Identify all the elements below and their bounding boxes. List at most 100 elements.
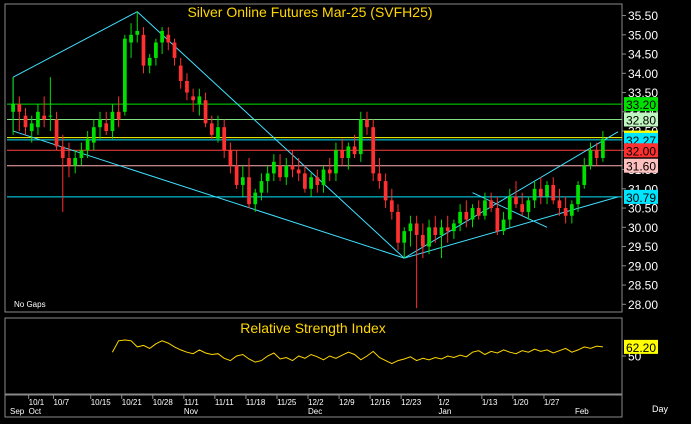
candle-body — [433, 227, 438, 235]
candle-body — [29, 123, 34, 132]
x-tick-label: 12/9 — [339, 398, 355, 407]
price-level-label: 30.79 — [626, 191, 656, 205]
no-gaps-note: No Gaps — [14, 300, 46, 309]
candle-body — [110, 111, 115, 132]
candle-body — [476, 208, 481, 216]
candle-body — [538, 188, 543, 197]
x-tick-label: 1/20 — [513, 398, 529, 407]
candle-body — [545, 184, 549, 197]
candle-body — [520, 204, 525, 212]
candle-body — [569, 204, 574, 216]
candle-body — [172, 42, 177, 58]
candle-body — [141, 34, 146, 66]
candle-body — [414, 223, 419, 235]
candle-body — [321, 169, 326, 185]
x-tick-month-label: Oct — [29, 407, 42, 416]
candle-body — [563, 208, 568, 216]
candle-body — [582, 165, 587, 185]
candle-body — [48, 115, 53, 117]
candle-body — [222, 127, 227, 151]
candle-body — [54, 119, 59, 147]
candle-body — [228, 150, 233, 166]
candle-body — [185, 81, 189, 93]
candle-body — [445, 227, 450, 232]
candle-body — [73, 158, 78, 166]
price-y-tick-label: 35.50 — [628, 9, 658, 23]
candle-body — [396, 211, 400, 243]
x-tick-label: 11/18 — [246, 398, 266, 407]
candle-body — [116, 111, 121, 120]
candle-body — [389, 200, 394, 212]
x-tick-label: 1/2 — [438, 398, 450, 407]
x-tick-label: 10/15 — [91, 398, 112, 407]
candle-body — [259, 181, 264, 193]
candle-body — [129, 34, 133, 43]
candle-body — [79, 150, 84, 158]
candle-body — [594, 150, 599, 158]
price-level-label-box — [624, 189, 658, 204]
candle-body — [166, 34, 171, 43]
x-tick-label: 10/1 — [29, 398, 45, 407]
x-tick-label: 10/28 — [153, 398, 174, 407]
candle-body — [209, 123, 214, 135]
candlestick-series — [11, 11, 605, 309]
candle-body — [284, 165, 289, 178]
price-y-tick-label: 30.00 — [628, 221, 658, 235]
rsi-line — [111, 339, 603, 365]
candle-body — [365, 119, 369, 128]
x-period-label: Day — [652, 404, 669, 414]
candle-body — [439, 227, 444, 235]
candle-body — [420, 235, 425, 247]
x-tick-label: 11/1 — [184, 398, 200, 407]
candle-body — [526, 200, 531, 212]
x-tick-label: 12/16 — [370, 398, 391, 407]
candle-body — [290, 165, 295, 170]
candle-body — [576, 184, 580, 205]
x-tick-month-label: Feb — [575, 407, 589, 416]
candle-body — [383, 181, 388, 201]
candle-body — [67, 158, 71, 166]
candle-body — [160, 30, 164, 43]
candle-body — [154, 42, 158, 58]
candle-body — [91, 127, 96, 143]
candle-body — [371, 127, 376, 174]
rsi-value-label: 62.20 — [626, 341, 656, 355]
candle-body — [247, 177, 251, 205]
x-tick-label: 1/27 — [544, 398, 560, 407]
price-level-label: 33.20 — [626, 98, 656, 112]
candle-body — [501, 219, 506, 232]
chart-title: Silver Online Futures Mar-25 (SVFH25) — [187, 4, 432, 20]
candle-body — [340, 150, 345, 158]
candle-body — [203, 100, 208, 124]
candle-body — [85, 138, 90, 151]
candle-body — [309, 177, 313, 189]
candle-body — [36, 111, 40, 128]
candle-body — [253, 192, 258, 205]
candle-body — [17, 104, 22, 112]
x-tick-label: 1/13 — [482, 398, 498, 407]
candle-body — [458, 211, 462, 224]
candle-body — [240, 177, 245, 185]
candle-body — [495, 208, 500, 232]
candle-body — [334, 150, 338, 174]
candle-body — [408, 223, 413, 232]
price-panel-frame — [4, 3, 623, 313]
candle-body — [327, 169, 332, 174]
x-tick-month-label: Nov — [184, 407, 198, 416]
price-level-lines — [7, 103, 622, 198]
candle-body — [234, 165, 239, 185]
candle-body — [197, 96, 202, 105]
candle-body — [601, 138, 605, 158]
price-y-tick-label: 34.50 — [628, 48, 658, 62]
candle-body — [470, 208, 475, 220]
rising-resistance-trendline — [403, 131, 619, 259]
x-tick-label: 11/25 — [277, 398, 297, 407]
rsi-value-label-box — [624, 339, 658, 354]
candle-body — [483, 200, 487, 216]
candle-body — [489, 200, 494, 209]
rsi-panel: Relative Strength Index 50 62.20 — [4, 317, 658, 395]
